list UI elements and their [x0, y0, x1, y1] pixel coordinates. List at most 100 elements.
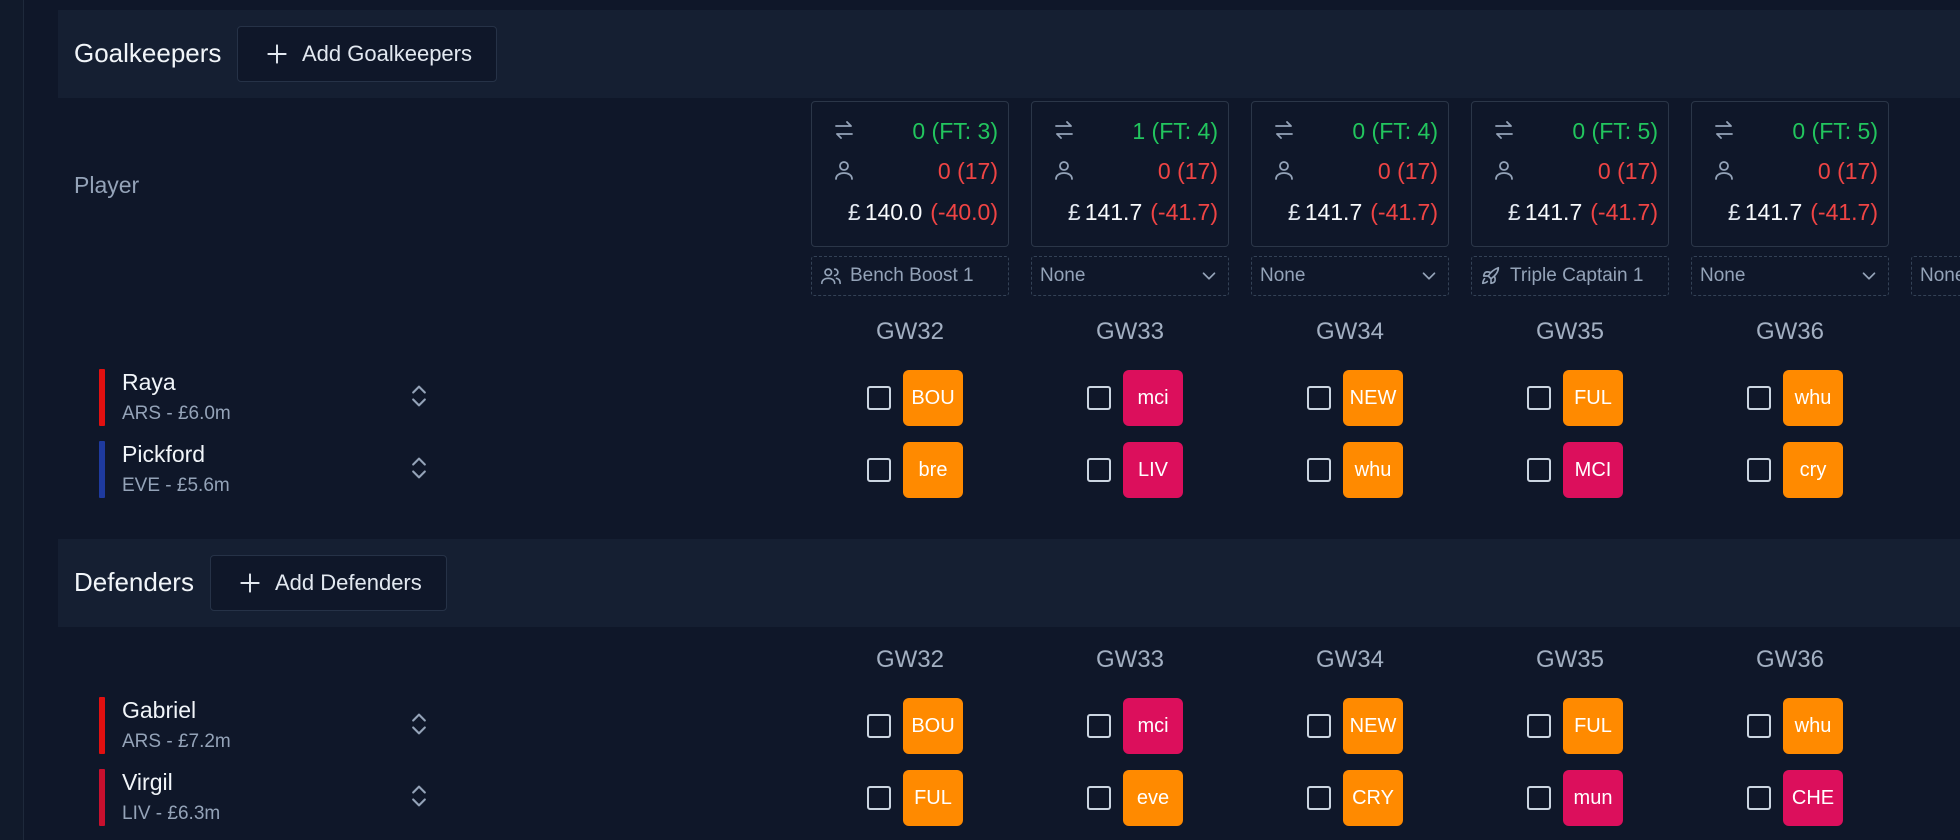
chip-select[interactable]: Triple Captain 1 — [1471, 256, 1669, 296]
fixture-checkbox[interactable] — [1307, 386, 1331, 410]
fixture-badge: BOU — [903, 370, 963, 426]
fixture-checkbox[interactable] — [1087, 786, 1111, 810]
players-count: 0 (17) — [937, 158, 998, 184]
chip-label: None — [1700, 265, 1746, 286]
team-value: 140.0 — [864, 199, 923, 225]
fixture-checkbox[interactable] — [1307, 458, 1331, 482]
players-count: 0 (17) — [1817, 158, 1878, 184]
players-icon — [1492, 158, 1516, 182]
transfers-count: 0 (FT: 5) — [1792, 118, 1878, 144]
add-button-label: Add Goalkeepers — [302, 41, 472, 66]
currency-symbol: £ — [847, 199, 861, 225]
budget-delta: (-41.7) — [1590, 199, 1658, 225]
players-count: 0 (17) — [1597, 158, 1658, 184]
sort-icon — [405, 710, 433, 738]
gameweek-label: GW36 — [1755, 318, 1824, 345]
budget-delta: (-41.7) — [1810, 199, 1878, 225]
chip-label: Triple Captain 1 — [1510, 265, 1644, 286]
player-info: ARS - £7.2m — [122, 731, 231, 752]
fixture-badge: whu — [1343, 442, 1403, 498]
fixture-checkbox[interactable] — [1087, 714, 1111, 738]
fixture-checkbox[interactable] — [867, 458, 891, 482]
currency-symbol: £ — [1727, 199, 1741, 225]
transfers-icon — [1052, 118, 1076, 142]
budget-delta: (-40.0) — [930, 199, 998, 225]
fixture-checkbox[interactable] — [867, 386, 891, 410]
fixture-checkbox[interactable] — [867, 714, 891, 738]
chip-select[interactable]: None — [1691, 256, 1889, 296]
fixture-badge: CRY — [1343, 770, 1403, 826]
gameweek-summary-card: 0 (FT: 5) 0 (17) £141.7 (-41.7) — [1691, 101, 1889, 247]
fixture-checkbox[interactable] — [1527, 786, 1551, 810]
chip-select[interactable]: Bench Boost 1 — [811, 256, 1009, 296]
fixture-checkbox[interactable] — [1747, 714, 1771, 738]
sidebar-strip — [0, 0, 24, 840]
section-title: Goalkeepers — [74, 38, 222, 68]
fixture-checkbox[interactable] — [1087, 386, 1111, 410]
reorder-handle[interactable] — [405, 382, 433, 415]
gameweek-label: GW35 — [1535, 646, 1604, 673]
gameweek-label: GW35 — [1535, 318, 1604, 345]
fixture-checkbox[interactable] — [1087, 458, 1111, 482]
fixture-checkbox[interactable] — [1747, 458, 1771, 482]
fixture-checkbox[interactable] — [1527, 386, 1551, 410]
reorder-handle[interactable] — [405, 454, 433, 487]
gameweek-summary-card: 0 (FT: 5) 0 (17) £141.7 (-41.7) — [1471, 101, 1669, 247]
fixture-badge: LIV — [1123, 442, 1183, 498]
budget-row: £141.7 (-41.7) — [1508, 199, 1658, 226]
chip-select[interactable]: None — [1911, 256, 1960, 296]
gameweek-label: GW34 — [1315, 318, 1384, 345]
player-info: EVE - £5.6m — [122, 475, 230, 496]
budget-row: £141.7 (-41.7) — [1728, 199, 1878, 226]
add-player-button[interactable]: Add Goalkeepers — [237, 26, 497, 82]
players-icon — [1712, 158, 1736, 182]
reorder-handle[interactable] — [405, 710, 433, 743]
fixture-badge: NEW — [1343, 698, 1403, 754]
currency-symbol: £ — [1507, 199, 1521, 225]
chip-select[interactable]: None — [1251, 256, 1449, 296]
plus-icon — [264, 41, 290, 67]
fixture-badge: mun — [1563, 770, 1623, 826]
fixture-badge: bre — [903, 442, 963, 498]
add-player-button[interactable]: Add Defenders — [210, 555, 447, 611]
fixture-checkbox[interactable] — [1307, 786, 1331, 810]
player-info: LIV - £6.3m — [122, 803, 221, 824]
players-icon — [1272, 158, 1296, 182]
fixture-badge: FUL — [903, 770, 963, 826]
fixture-checkbox[interactable] — [1307, 714, 1331, 738]
chip-select[interactable]: None — [1031, 256, 1229, 296]
gameweek-label: GW33 — [1095, 646, 1164, 673]
transfers-icon — [1272, 118, 1296, 142]
chip-label: None — [1920, 265, 1960, 286]
currency-symbol: £ — [1287, 199, 1301, 225]
gameweek-summary-card: 1 (FT: 4) 0 (17) £141.7 (-41.7) — [1031, 101, 1229, 247]
chip-icon — [1480, 265, 1502, 287]
budget-row: £141.7 (-41.7) — [1288, 199, 1438, 226]
transfers-icon — [832, 118, 856, 142]
team-color-bar — [99, 369, 105, 426]
players-count: 0 (17) — [1377, 158, 1438, 184]
fixture-checkbox[interactable] — [867, 786, 891, 810]
budget-delta: (-41.7) — [1150, 199, 1218, 225]
fixture-checkbox[interactable] — [1527, 714, 1551, 738]
fixture-checkbox[interactable] — [1747, 386, 1771, 410]
fixture-checkbox[interactable] — [1747, 786, 1771, 810]
fixture-badge: MCI — [1563, 442, 1623, 498]
gameweek-summary-card: 0 (FT: 3) 0 (17) £140.0 (-40.0) — [811, 101, 1009, 247]
sort-icon — [405, 454, 433, 482]
player-name: Virgil — [122, 769, 173, 795]
budget-row: £140.0 (-40.0) — [848, 199, 998, 226]
gameweek-label: GW33 — [1095, 318, 1164, 345]
budget-row: £141.7 (-41.7) — [1068, 199, 1218, 226]
reorder-handle[interactable] — [405, 782, 433, 815]
fixture-badge: whu — [1783, 698, 1843, 754]
fixture-badge: FUL — [1563, 370, 1623, 426]
gameweek-label: GW36 — [1755, 646, 1824, 673]
fixture-checkbox[interactable] — [1527, 458, 1551, 482]
team-value: 141.7 — [1304, 199, 1363, 225]
transfers-count: 0 (FT: 3) — [912, 118, 998, 144]
player-name: Gabriel — [122, 697, 197, 723]
chip-label: None — [1040, 265, 1086, 286]
